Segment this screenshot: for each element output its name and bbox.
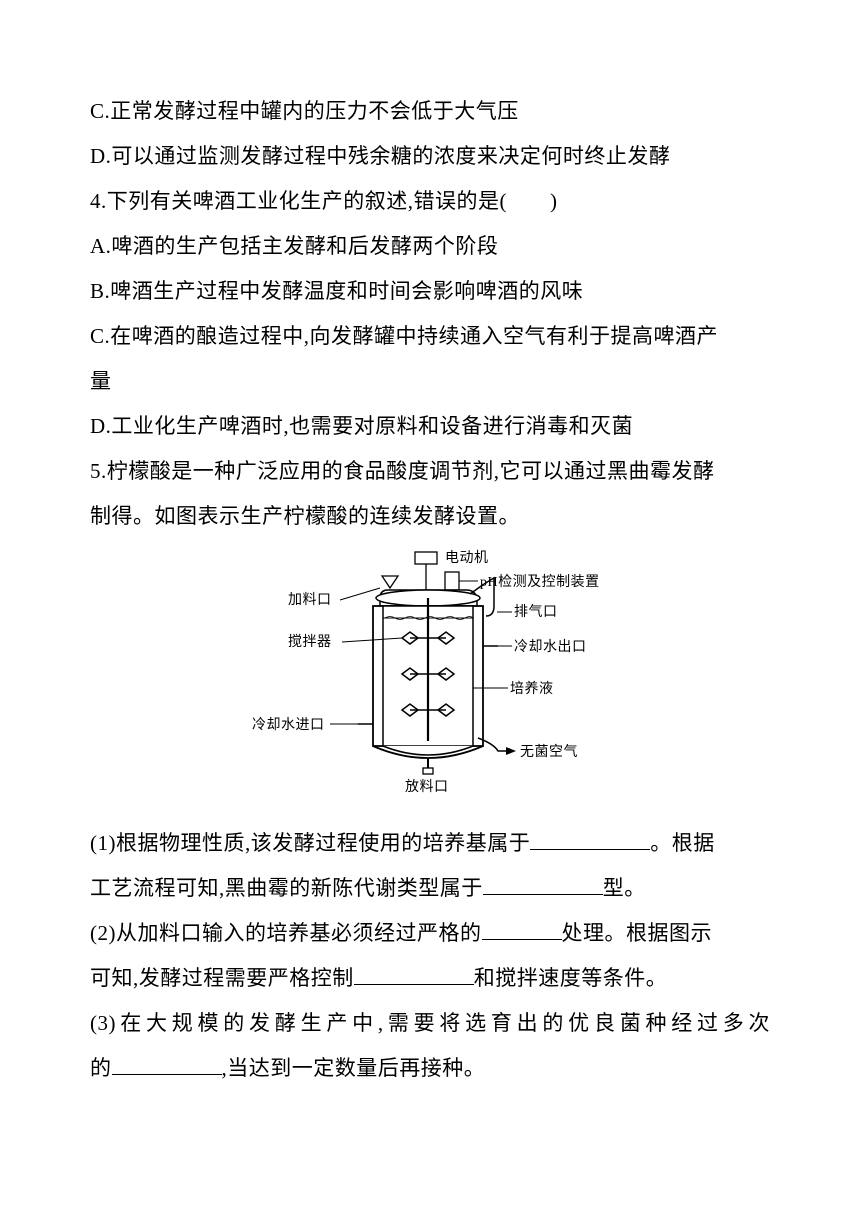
label-medium: 培养液: [510, 681, 554, 697]
q3-opt-c: C.正常发酵过程中罐内的压力不会低于大气压: [90, 90, 770, 133]
q5-p2-text-d: 和搅拌速度等条件。: [474, 966, 668, 990]
q4-opt-a: A.啤酒的生产包括主发酵和后发酵两个阶段: [90, 225, 770, 268]
label-coolin: 冷却水进口: [252, 717, 325, 733]
q5-p3-line1: (3)在大规模的发酵生产中,需要将选育出的优良菌种经过多次: [90, 1002, 770, 1045]
label-air: 无菌空气: [520, 744, 578, 760]
q5-stem-line2: 制得。如图表示生产柠檬酸的连续发酵设置。: [90, 495, 770, 538]
q5-p3-line2: 的 ,当达到一定数量后再接种。: [90, 1047, 770, 1090]
q5-p2-text-c: 可知,发酵过程需要严格控制: [90, 966, 354, 990]
q5-p1-text-b: 。根据: [650, 831, 715, 855]
q4-opt-c-line1: C.在啤酒的酿造过程中,向发酵罐中持续通入空气有利于提高啤酒产: [90, 315, 770, 358]
q5-p1-line2: 工艺流程可知,黑曲霉的新陈代谢类型属于 型。: [90, 867, 770, 910]
q5-p3-text-a: (3)在大规模的发酵生产中,需要将选育出的优良菌种经过多次: [90, 1011, 770, 1035]
q5-stem-line1: 5.柠檬酸是一种广泛应用的食品酸度调节剂,它可以通过黑曲霉发酵: [90, 450, 770, 493]
blank-4[interactable]: [354, 964, 474, 985]
q4-opt-d: D.工业化生产啤酒时,也需要对原料和设备进行消毒和灭菌: [90, 405, 770, 448]
label-outlet: 放料口: [405, 779, 449, 795]
label-feed: 加料口: [288, 592, 332, 608]
q5-p2-line2: 可知,发酵过程需要严格控制 和搅拌速度等条件。: [90, 957, 770, 1000]
q5-p1-text-a: (1)根据物理性质,该发酵过程使用的培养基属于: [90, 831, 530, 855]
q5-p2-line1: (2)从加料口输入的培养基必须经过严格的 处理。根据图示: [90, 912, 770, 955]
blank-3[interactable]: [482, 919, 562, 940]
q5-p2-text-b: 处理。根据图示: [562, 921, 713, 945]
q4-stem: 4.下列有关啤酒工业化生产的叙述,错误的是( ): [90, 180, 770, 223]
label-ph: pH检测及控制装置: [480, 574, 600, 590]
q5-p1-text-c: 工艺流程可知,黑曲霉的新陈代谢类型属于: [90, 876, 483, 900]
label-motor: 电动机: [445, 550, 489, 566]
q4-opt-c-line2: 量: [90, 360, 770, 403]
q5-p3-text-c: ,当达到一定数量后再接种。: [222, 1056, 486, 1080]
q5-p3-text-b: 的: [90, 1056, 112, 1080]
q5-p2-text-a: (2)从加料口输入的培养基必须经过严格的: [90, 921, 482, 945]
q4-opt-b: B.啤酒生产过程中发酵温度和时间会影响啤酒的风味: [90, 270, 770, 313]
q5-p1-line1: (1)根据物理性质,该发酵过程使用的培养基属于 。根据: [90, 822, 770, 865]
label-coolout: 冷却水出口: [514, 639, 587, 655]
label-stirrer: 搅拌器: [288, 634, 332, 650]
label-exhaust: 排气口: [514, 604, 558, 620]
blank-1[interactable]: [530, 829, 650, 850]
blank-5[interactable]: [112, 1054, 222, 1075]
blank-2[interactable]: [483, 874, 603, 895]
q3-opt-d: D.可以通过监测发酵过程中残余糖的浓度来决定何时终止发酵: [90, 135, 770, 178]
fermenter-diagram: 电动机 pH检测及控制装置 加料口 排气口: [90, 546, 770, 811]
q5-p1-text-d: 型。: [603, 876, 646, 900]
